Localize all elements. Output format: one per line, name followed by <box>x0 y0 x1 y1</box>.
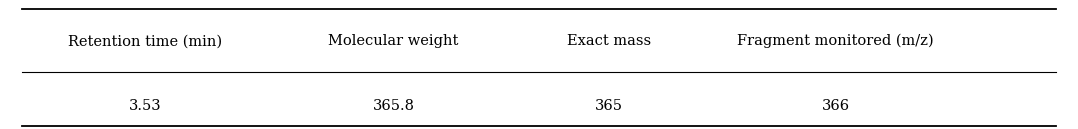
Text: 365: 365 <box>595 99 623 113</box>
Text: Exact mass: Exact mass <box>567 34 651 48</box>
Text: 365.8: 365.8 <box>373 99 414 113</box>
Text: 366: 366 <box>821 99 849 113</box>
Text: 3.53: 3.53 <box>129 99 162 113</box>
Text: Retention time (min): Retention time (min) <box>69 34 222 48</box>
Text: Fragment monitored (m/z): Fragment monitored (m/z) <box>737 34 934 49</box>
Text: Molecular weight: Molecular weight <box>329 34 458 48</box>
